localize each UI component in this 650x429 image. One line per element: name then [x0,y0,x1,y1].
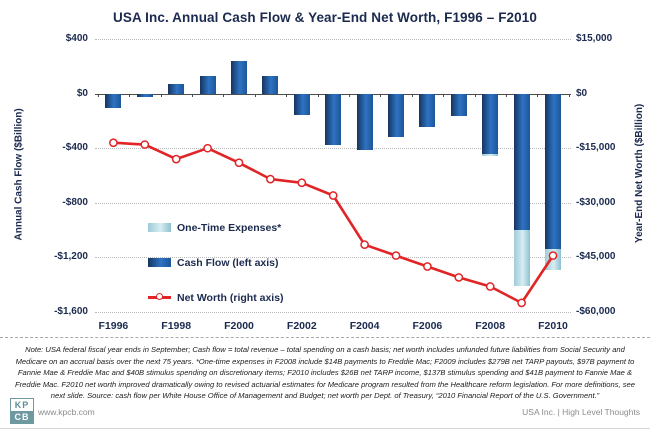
left-axis-tick-label: -$800 [62,196,88,208]
cash-flow-bar-F2004 [356,93,373,150]
right-axis-tick-label: -$15,000 [576,142,616,154]
cash-flow-bar-F1997 [136,93,153,97]
chart-title: USA Inc. Annual Cash Flow & Year-End Net… [113,10,537,25]
x-axis-tick [380,93,382,97]
net-worth-point-F2007 [454,273,464,282]
x-axis-label-F1996: F1996 [98,320,129,332]
x-axis-tick [223,93,225,97]
x-axis-tick [254,93,256,97]
x-axis-tick [97,93,99,97]
legend-item-one-time: One-Time Expenses* [148,219,284,236]
one-time-expense-bar-F2009 [513,229,530,287]
left-axis-tick-label: -$1,200 [54,251,88,263]
left-axis-tick-label: $400 [65,33,88,44]
cash-flow-bar-F2001 [262,76,279,94]
net-worth-point-F2005 [391,251,401,260]
cash-flow-bar-F2003 [325,93,342,146]
x-axis-tick [505,93,507,97]
gridline [95,148,571,150]
cash-flow-bar-F2008 [482,93,499,155]
left-axis-tick-label: -$1,600 [54,306,88,317]
x-axis-label-F2004: F2004 [349,320,380,332]
net-worth-point-F1997 [140,140,150,149]
x-axis-label-F2000: F2000 [224,320,254,332]
net-worth-point-F1999 [203,143,212,153]
footer-deck-title: USA Inc. | High Level Thoughts [522,407,640,417]
gridline [95,257,571,259]
x-axis-tick [191,93,193,97]
x-axis-label-F2006: F2006 [412,320,443,332]
net-worth-point-F1996 [109,138,118,148]
cash-flow-bar-F1996 [105,93,122,109]
net-worth-point-F2000 [234,158,244,168]
net-worth-point-F2008 [485,282,495,291]
net-worth-line-swatch-icon [148,293,171,300]
x-axis-tick [160,93,162,97]
legend-item-net-worth: Net Worth (right axis) [148,289,284,306]
net-worth-point-F2009 [517,298,526,308]
x-axis-tick [317,93,319,97]
gridline [95,39,571,40]
legend-label: Cash Flow (left axis) [177,256,279,269]
left-axis-title: Annual Cash Flow ($Billion) [13,108,25,241]
cash-flow-bar-F2005 [388,93,404,137]
net-worth-point-F2002 [297,178,307,188]
kpcb-logo-top: KP [10,398,34,411]
legend-label: Net Worth (right axis) [177,291,284,304]
left-axis-tick-label: -$400 [62,142,88,154]
kpcb-logo[interactable]: KP CB [10,398,34,424]
x-axis-tick [348,93,350,97]
x-axis-tick [286,93,288,97]
right-axis-title: Year-End Net Worth ($Billion) [634,103,645,243]
x-axis-tick [443,93,445,97]
cash-flow-bar-F2000 [231,61,247,94]
cash-flow-bar-F2009 [513,93,530,230]
legend-label: One-Time Expenses* [177,221,282,234]
plot-area [95,39,571,313]
cash-flow-bar-F2007 [450,93,467,116]
x-axis-tick [411,93,413,97]
x-axis-tick [568,93,570,97]
cash-flow-bar-F1999 [199,76,216,94]
net-worth-point-F2001 [266,174,275,184]
gridline [95,312,571,313]
net-worth-point-F2003 [328,191,338,200]
right-axis-tick-label: $15,000 [576,33,613,44]
cash-flow-bar-F2006 [419,93,436,128]
right-axis-tick-label: -$30,000 [576,196,616,208]
x-axis-label-F2010: F2010 [538,320,568,332]
chart-legend: One-Time Expenses* Cash Flow (left axis)… [148,219,284,324]
x-axis-tick [474,93,476,97]
x-axis-label-F2002: F2002 [286,320,317,332]
right-axis-tick-label: -$45,000 [576,251,616,263]
cash-flow-bar-F2010 [545,93,561,250]
net-worth-point-F2004 [360,240,369,250]
footer-url[interactable]: www.kpcb.com [38,407,95,417]
x-axis-tick [129,93,131,97]
one-time-expense-bar-F2008 [482,154,499,157]
footnote-text: Note: USA federal fiscal year ends in Se… [14,345,635,401]
net-worth-line-chart [109,138,558,308]
one-time-expenses-swatch-icon [148,223,171,232]
gridline [95,202,571,204]
note-separator-line [0,337,650,338]
x-axis-label-F2008: F2008 [475,320,506,332]
legend-item-cash-flow: Cash Flow (left axis) [148,254,284,271]
cash-flow-swatch-icon [148,258,171,267]
left-axis-tick-label: $0 [76,87,88,99]
cash-flow-bar-F1998 [168,84,185,94]
x-axis-tick [537,93,539,97]
x-axis-label-F1998: F1998 [161,320,192,332]
net-worth-point-F2010 [548,251,558,260]
kpcb-logo-bottom: CB [10,411,34,424]
net-worth-point-F1998 [171,154,181,164]
right-axis-tick-label: $0 [576,87,588,99]
right-axis-tick-label: -$60,000 [576,306,616,317]
net-worth-point-F2006 [423,262,432,271]
cash-flow-bar-F2002 [293,93,310,116]
